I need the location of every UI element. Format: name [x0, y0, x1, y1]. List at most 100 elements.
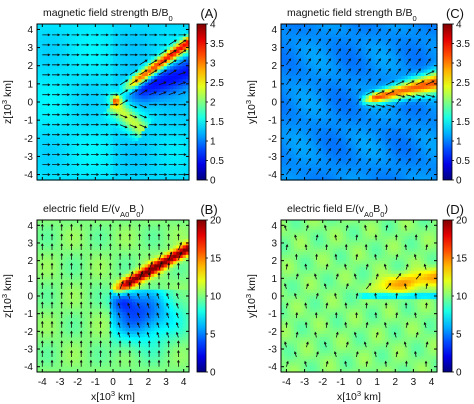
vector-arrow: [108, 223, 112, 231]
vector-arrow: [344, 360, 348, 367]
vector-arrow: [108, 262, 112, 270]
vector-arrow: [60, 320, 64, 328]
vector-arrow: [40, 223, 44, 231]
vector-arrow: [345, 224, 349, 231]
vector-arrow: [81, 53, 90, 57]
y-tick-label: -2: [24, 327, 33, 338]
vector-arrow: [61, 113, 71, 117]
vector-arrow: [90, 33, 100, 37]
vector-arrow: [335, 68, 341, 76]
vector-arrow: [129, 69, 138, 76]
vector-arrow: [316, 38, 322, 46]
vector-arrow: [50, 320, 54, 328]
vector-arrow: [425, 148, 431, 155]
vector-arrow: [147, 223, 151, 231]
vector-arrow: [61, 83, 71, 87]
vector-arrow: [81, 63, 90, 67]
y-tick-label: 2: [27, 256, 33, 267]
vector-arrow: [325, 78, 332, 86]
x-tick-label: 3: [163, 377, 169, 388]
vector-arrow: [168, 33, 177, 37]
vector-arrow: [120, 143, 129, 147]
vector-arrow: [365, 168, 371, 175]
vector-arrow: [100, 83, 109, 87]
vector-arrow: [159, 163, 168, 166]
colorbar-d: 20 15 10 5 0: [442, 216, 468, 379]
vector-arrow: [81, 93, 90, 97]
vector-arrow: [110, 33, 119, 37]
vector-arrow: [345, 282, 349, 290]
vector-arrow: [364, 243, 368, 251]
vector-arrow: [149, 53, 158, 57]
vector-arrow: [110, 83, 119, 87]
vector-arrow: [316, 118, 322, 125]
vector-arrow: [178, 91, 187, 96]
vector-arrow: [345, 148, 351, 155]
vector-arrow: [40, 311, 44, 319]
y-tick-label: 4: [271, 221, 277, 232]
vector-field-d: [284, 224, 429, 367]
vector-arrow: [166, 302, 170, 309]
colorbar-a: 4 3.5 3 2.5 2 1.5 1 0.5 0: [196, 20, 224, 187]
vector-arrow: [335, 48, 341, 56]
vector-arrow: [157, 272, 161, 280]
vector-arrow: [50, 281, 54, 289]
vector-arrow: [355, 48, 361, 56]
vector-arrow: [99, 262, 103, 270]
vector-arrow: [119, 99, 129, 106]
vector-arrow: [365, 360, 369, 367]
vector-arrow: [110, 133, 119, 137]
vector-arrow: [385, 38, 391, 46]
vector-arrow: [316, 78, 322, 86]
vector-arrow: [42, 163, 51, 166]
vector-arrow: [178, 59, 187, 66]
vector-arrow: [405, 58, 411, 66]
vector-arrow: [345, 38, 351, 46]
vector-arrow: [393, 331, 397, 338]
vector-arrow: [386, 104, 396, 108]
vector-arrow: [110, 143, 119, 147]
vector-arrow: [90, 133, 100, 137]
vector-arrow: [40, 262, 44, 270]
vector-arrow: [60, 349, 64, 357]
colorbar-tick-label: 3: [456, 59, 462, 70]
vector-arrow: [60, 281, 64, 289]
vector-arrow: [81, 103, 90, 107]
vector-arrow: [286, 48, 292, 56]
vector-arrow: [139, 173, 148, 176]
vector-arrow: [425, 38, 431, 46]
vector-arrow: [425, 48, 431, 56]
vector-arrow: [167, 359, 171, 367]
vector-arrow: [415, 158, 421, 165]
vector-arrow: [138, 233, 141, 241]
vector-arrow: [129, 63, 139, 67]
vector-arrow: [89, 330, 93, 338]
vector-arrow: [304, 302, 308, 309]
vector-arrow: [89, 340, 93, 348]
vector-arrow: [286, 148, 292, 155]
vector-arrow: [89, 223, 93, 231]
y-tick-label: 4: [27, 25, 33, 36]
vector-arrow: [175, 322, 179, 328]
vector-arrow: [316, 98, 322, 105]
vector-arrow: [139, 271, 144, 280]
vector-arrow: [81, 123, 90, 127]
vector-arrow: [50, 340, 54, 348]
vector-arrow: [365, 148, 371, 155]
vector-arrow: [117, 331, 121, 338]
vector-arrow: [314, 331, 317, 338]
vector-arrow: [325, 128, 332, 135]
colorbar-tick-label: 0.5: [456, 156, 470, 167]
vector-arrow: [99, 243, 103, 250]
y-tick-label: 1: [27, 79, 33, 90]
vector-arrow: [100, 73, 109, 77]
y-tick-label: 1: [27, 274, 33, 285]
vector-arrow: [52, 43, 61, 47]
vector-arrow: [415, 98, 421, 105]
vector-arrow: [158, 91, 167, 96]
vector-arrow: [71, 103, 80, 107]
vector-arrow: [100, 123, 109, 127]
vector-arrow: [156, 331, 160, 338]
vector-arrow: [286, 168, 292, 175]
vector-arrow: [395, 38, 401, 46]
